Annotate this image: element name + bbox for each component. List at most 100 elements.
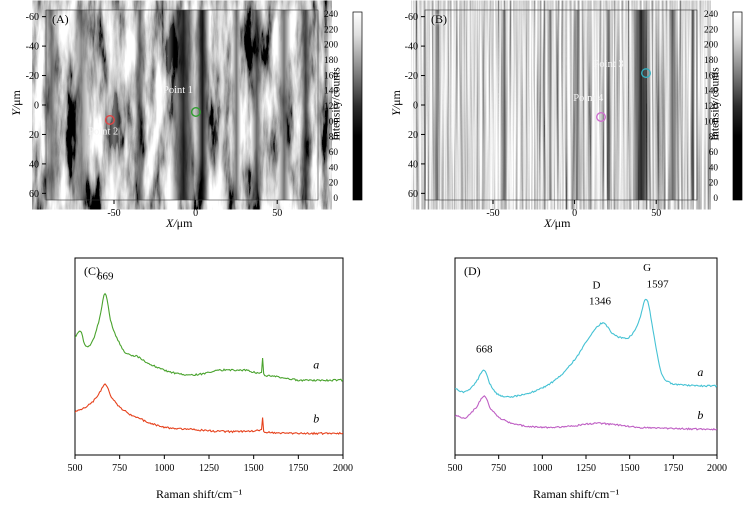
colorbar-tick-label: 140 (324, 87, 338, 97)
colorbar-tick-label: 180 (704, 56, 718, 66)
x-tick-label: 1250 (199, 463, 219, 474)
colorbar-tick-label: 80 (709, 133, 719, 143)
x-tick-label: 750 (112, 463, 127, 474)
plot-frame (74, 257, 344, 456)
plot-frame (454, 257, 718, 456)
map-dark-band (667, 10, 678, 200)
x-tick-label: 50 (651, 208, 661, 219)
map-light-band (214, 10, 227, 200)
colorbar-tick-label: 200 (704, 41, 718, 51)
x-tick-label: 50 (272, 208, 282, 219)
y-tick-label: -40 (26, 42, 39, 53)
peak-annotation-1346: 1346 (589, 295, 612, 307)
y-tick-label: 20 (29, 130, 39, 141)
x-tick-label: 1000 (532, 463, 552, 474)
colorbar-tick-label: 60 (709, 148, 719, 158)
map-marker-point-4 (595, 111, 606, 122)
map-dark-band (690, 10, 695, 200)
peak-annotation-D: D (593, 280, 601, 292)
map-dark-band (548, 10, 553, 200)
colorbar-tick-label: 220 (324, 25, 338, 35)
spectrum-curve-a (75, 292, 343, 382)
map-light-band (104, 10, 124, 200)
colorbar-tick-label: 240 (324, 10, 338, 20)
panel-c-label: (C) (84, 264, 100, 278)
y-tick-label: 0 (34, 101, 39, 112)
panel-c-spectrum-canvas: 500 750 1000 1250 1500 1750 2000 a b 669 (68, 257, 353, 474)
map-label-point-1: Point 1 (163, 85, 193, 96)
panel-d-spectrum-canvas: 500 750 1000 1250 1500 1750 2000 a b 668 D 1346 G 159… (448, 257, 727, 474)
colorbar-tick-label: 0 (333, 194, 338, 204)
map-light-band (619, 10, 628, 200)
spectrum-curve-a (455, 298, 717, 398)
map-dark-band (231, 10, 242, 200)
colorbar-tick-label: 220 (704, 25, 718, 35)
map-dark-band (250, 10, 263, 200)
panel-b-colorbar-label: Intensity/counts (709, 67, 722, 141)
x-tick-label: 0 (193, 208, 198, 219)
panel-a-y-axis-label: Y/μm (8, 90, 23, 116)
map-marker-point-3 (641, 68, 652, 79)
x-tick-label: 1500 (620, 463, 640, 474)
peak-annotation-1597: 1597 (647, 279, 670, 291)
x-tick-label: 500 (448, 463, 463, 474)
map-label-point-4: Point 4 (573, 93, 604, 104)
colorbar (352, 11, 363, 201)
x-tick-label: 500 (68, 463, 83, 474)
map-light-band (464, 10, 478, 200)
peak-annotation-G: G (643, 262, 651, 274)
colorbar-tick-label: 200 (324, 41, 338, 51)
colorbar-tick-label: 80 (329, 133, 339, 143)
map-dark-band (605, 10, 612, 200)
panel-b-y-axis-label: Y/μm (388, 90, 403, 116)
map-light-band (163, 10, 174, 200)
x-tick-label: 2000 (707, 463, 727, 474)
colorbar-tick-label: 140 (704, 87, 718, 97)
x-tick-label: 1750 (288, 463, 308, 474)
colorbar-tick-label: 0 (713, 194, 718, 204)
map-dark-band (631, 10, 652, 200)
map-dark-band (169, 10, 197, 200)
colorbar-tick-label: 40 (709, 163, 719, 173)
y-tick-label: -20 (405, 71, 418, 82)
map-dark-band (433, 10, 441, 200)
map-dark-band (501, 10, 507, 200)
panel-b-x-axis-label: X/μm (544, 216, 571, 230)
y-tick-label: 60 (408, 189, 418, 200)
panel-d-label: (D) (464, 264, 481, 278)
colorbar-tick-label: 20 (329, 179, 339, 189)
curve-label-a: a (697, 365, 703, 379)
colorbar-tick-label: 60 (329, 148, 339, 158)
x-tick-label: -50 (486, 208, 499, 219)
y-tick-label: 0 (413, 101, 418, 112)
colorbar-tick-label: 120 (324, 102, 338, 112)
map-label-point-3: Point 3 (594, 59, 624, 70)
x-tick-label: 1250 (576, 463, 596, 474)
x-tick-label: 750 (491, 463, 506, 474)
y-tick-label: 40 (408, 159, 418, 170)
colorbar-tick-label: 120 (704, 102, 718, 112)
colorbar-tick-label: 40 (329, 163, 339, 173)
y-tick-label: -60 (26, 12, 39, 23)
y-tick-label: -40 (405, 42, 418, 53)
map-dark-band (299, 10, 312, 200)
x-tick-label: 1000 (154, 463, 174, 474)
map-dark-band (134, 10, 146, 200)
colorbar-tick-label: 240 (704, 10, 718, 20)
spectrum-curve-b (75, 383, 343, 436)
map-dark-band (277, 10, 291, 200)
colorbar-tick-label: 100 (324, 117, 338, 127)
map-marker-point-1 (190, 106, 201, 117)
x-tick-label: 2000 (333, 463, 353, 474)
colorbar-tick-label: 100 (704, 117, 718, 127)
x-tick-label: 1750 (663, 463, 683, 474)
colorbar-tick-label: 180 (324, 56, 338, 66)
map-marker-point-2 (104, 114, 115, 125)
panel-a-label: (A) (52, 12, 69, 26)
panel-a-colorbar-label: Intensity/counts (330, 67, 343, 141)
y-tick-label: 40 (29, 159, 39, 170)
peak-annotation-669: 669 (97, 271, 114, 283)
